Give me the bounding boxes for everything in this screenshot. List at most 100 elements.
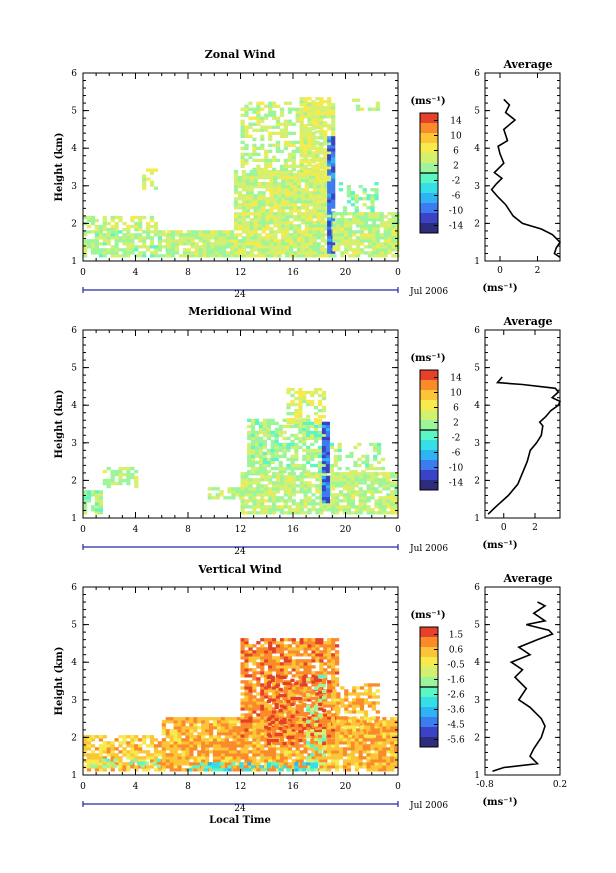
heatmap-cell (303, 127, 308, 131)
heatmap-cell (277, 212, 282, 216)
heatmap-cell (273, 236, 278, 240)
heatmap-cell (311, 472, 316, 476)
heatmap-cell (268, 107, 273, 111)
heatmap-cell (206, 242, 211, 246)
heatmap-cell (212, 723, 218, 727)
heatmap-cell (233, 212, 239, 216)
heatmap-cell (110, 475, 115, 480)
heatmap-cell (299, 145, 304, 149)
heatmap-cell (199, 762, 204, 766)
heatmap-cell (285, 179, 290, 183)
heatmap-cell (227, 765, 232, 769)
heatmap-cell (161, 720, 166, 724)
heatmap-cell (140, 764, 145, 768)
heatmap-cell (317, 409, 323, 413)
heatmap-cell (275, 158, 281, 162)
heatmap-cell (240, 113, 245, 117)
heatmap-cell (264, 686, 269, 690)
heatmap-cell (260, 508, 265, 512)
heatmap-cell (244, 734, 249, 738)
heatmap-cell (273, 188, 278, 192)
heatmap-cell (153, 227, 159, 232)
heatmap-cell (264, 753, 269, 757)
heatmap-cell (303, 151, 308, 155)
heatmap-cell (331, 190, 336, 194)
heatmap-cell (319, 499, 324, 503)
heatmap-cell (324, 203, 329, 207)
heatmap-cell (205, 717, 210, 721)
heatmap-cell (362, 197, 367, 201)
heatmap-cell (366, 487, 371, 491)
heatmap-cell (189, 726, 194, 730)
heatmap-cell (181, 759, 186, 763)
heatmap-cell (94, 239, 99, 243)
heatmap-cell (316, 248, 321, 252)
heatmap-cell (241, 245, 246, 249)
heatmap-cell (157, 741, 162, 745)
heatmap-cell (205, 747, 210, 751)
heatmap-cell (177, 741, 182, 745)
heatmap-cell (386, 741, 391, 745)
heatmap-cell (256, 499, 261, 503)
heatmap-cell (83, 738, 88, 742)
heatmap-cell (291, 707, 296, 711)
heatmap-cell (374, 735, 379, 739)
heatmap-cell (317, 424, 323, 429)
colorbar-swatch (420, 133, 438, 137)
heatmap-cell (252, 750, 257, 754)
heatmap-cell (306, 402, 311, 407)
heatmap-cell (354, 762, 359, 766)
colorbar-swatch (420, 390, 438, 394)
heatmap-cell (304, 206, 309, 210)
heatmap-cell (303, 765, 308, 769)
heatmap-cell (373, 442, 378, 447)
heatmap-cell (248, 656, 253, 660)
heatmap-cell (122, 747, 127, 751)
heatmap-cell (254, 448, 260, 453)
heatmap-cell (316, 179, 321, 183)
heatmap-cell (248, 707, 253, 711)
heatmap-cell (285, 173, 290, 177)
heatmap-cell (118, 469, 123, 474)
heatmap-cell (283, 161, 288, 165)
profile-y-tick-label: 6 (474, 69, 480, 79)
heatmap-cell (356, 254, 361, 258)
heatmap-cell (348, 212, 353, 216)
heatmap-cell (315, 166, 320, 170)
heatmap-cell (94, 511, 99, 515)
heatmap-cell (245, 206, 250, 210)
heatmap-cell (83, 753, 88, 757)
heatmap-cell (320, 188, 325, 192)
heatmap-cell (236, 738, 241, 742)
heatmap-cell (321, 460, 327, 465)
heatmap-cell (253, 197, 258, 201)
heatmap-cell (394, 475, 399, 479)
heatmap-cell (215, 496, 220, 500)
heatmap-cell (342, 505, 348, 509)
heatmap-cell (274, 433, 279, 438)
heatmap-cell (302, 418, 307, 422)
heatmap-cell (363, 227, 369, 231)
heatmap-cell (382, 765, 387, 769)
heatmap-cell (226, 251, 231, 255)
heatmap-cell (265, 176, 270, 180)
heatmap-cell (333, 463, 338, 468)
heatmap-cell (252, 107, 257, 111)
heatmap-cell (382, 756, 387, 760)
heatmap-cell (149, 762, 155, 766)
heatmap-cell (298, 412, 303, 416)
heatmap-cell (198, 239, 203, 243)
heatmap-cell (149, 183, 155, 187)
heatmap-cell (350, 747, 355, 751)
heatmap-cell (228, 735, 233, 739)
heatmap-cell (130, 215, 135, 220)
colorbar-swatch (420, 403, 438, 408)
heatmap-cell (289, 188, 294, 192)
heatmap-cell (272, 641, 277, 645)
heatmap-cell (248, 152, 253, 156)
heatmap-cell (110, 744, 115, 748)
heatmap-cell (306, 457, 311, 462)
heatmap-cell (335, 472, 340, 476)
heatmap-cell (134, 478, 139, 483)
heatmap-cell (320, 230, 325, 234)
